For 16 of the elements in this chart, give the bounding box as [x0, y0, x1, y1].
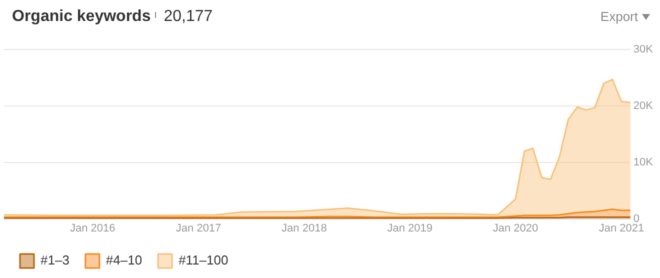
y-tick-label: 10K [633, 156, 654, 168]
x-tick-label: Jan 2021 [598, 222, 644, 234]
chart-title: Organic keywords [12, 8, 151, 25]
legend-label: #1–3 [40, 252, 70, 268]
x-tick-label: Jan 2016 [70, 222, 116, 234]
x-tick-label: Jan 2019 [387, 222, 432, 234]
y-tick-label: 0 [633, 212, 640, 225]
x-tick-label: Jan 2017 [176, 222, 222, 234]
legend-label: #11–100 [178, 252, 228, 268]
y-tick-label: 20K [633, 100, 654, 112]
x-tick-label: Jan 2020 [492, 222, 538, 234]
x-tick-label: Jan 2018 [282, 222, 327, 234]
legend-label: #4–10 [106, 252, 142, 268]
y-tick-label: 30K [633, 44, 654, 56]
chart-subtitle: 20,177 [164, 8, 213, 26]
text: Export [600, 9, 638, 24]
